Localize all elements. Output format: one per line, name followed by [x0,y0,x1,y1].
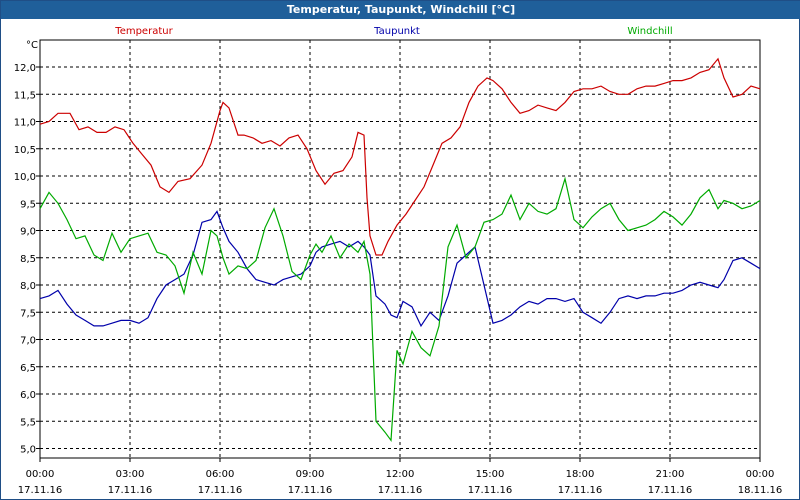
x-tick-time: 06:00 [206,469,235,480]
x-tick-time: 00:00 [26,469,55,480]
series-line-windchill [39,176,761,442]
y-tick-label: 7,5 [20,308,36,319]
legend-taupunkt: Taupunkt [373,26,420,37]
y-tick-label: 6,0 [20,390,36,401]
x-tick-date: 17.11.16 [198,485,243,496]
x-tick-date: 18.11.16 [738,485,783,496]
y-tick-label: 11,5 [14,90,36,101]
y-tick-label: 7,0 [20,336,36,347]
y-tick-label: 10,0 [14,172,36,183]
y-tick-label: 11,0 [14,118,36,129]
x-axis: 00:00 17.11.16 03:00 17.11.16 06:00 17.11.16 0… [18,458,783,496]
y-tick-label: 5,5 [20,417,36,428]
y-axis: 5,0 5,5 6,0 6,5 7,0 7,5 8,0 8,5 9,0 9,5 10,0 10,5 11… [14,63,40,456]
x-tick-date: 17.11.16 [468,485,513,496]
x-tick-time: 15:00 [476,469,505,480]
x-tick-time: 03:00 [116,469,145,480]
x-tick-date: 17.11.16 [378,485,423,496]
x-tick-date: 17.11.16 [558,485,603,496]
x-tick-time: 21:00 [656,469,685,480]
legend-windchill: Windchill [627,26,672,37]
y-axis-label: °C [26,40,38,51]
legend-temperatur: Temperatur [114,26,173,37]
legend: Temperatur Taupunkt Windchill [114,26,672,37]
x-tick-date: 17.11.16 [648,485,693,496]
y-tick-label: 9,0 [20,227,36,238]
x-tick-date: 17.11.16 [18,485,63,496]
y-tick-label: 6,5 [20,363,36,374]
series-line-temperatur [39,57,761,256]
x-tick-time: 00:00 [746,469,775,480]
y-tick-label: 9,5 [20,199,36,210]
series-lines [39,57,761,442]
y-tick-label: 12,0 [14,63,36,74]
y-tick-label: 10,5 [14,145,36,156]
x-tick-date: 17.11.16 [108,485,153,496]
y-tick-label: 5,0 [20,445,36,456]
x-tick-date: 17.11.16 [288,485,333,496]
x-tick-time: 18:00 [566,469,595,480]
x-tick-time: 12:00 [386,469,415,480]
x-tick-time: 09:00 [296,469,325,480]
series-line-taupunkt [39,210,761,328]
y-tick-label: 8,0 [20,281,36,292]
y-tick-label: 8,5 [20,254,36,265]
grid [40,40,760,458]
chart-title: Temperatur, Taupunkt, Windchill [°C] [1,1,800,19]
